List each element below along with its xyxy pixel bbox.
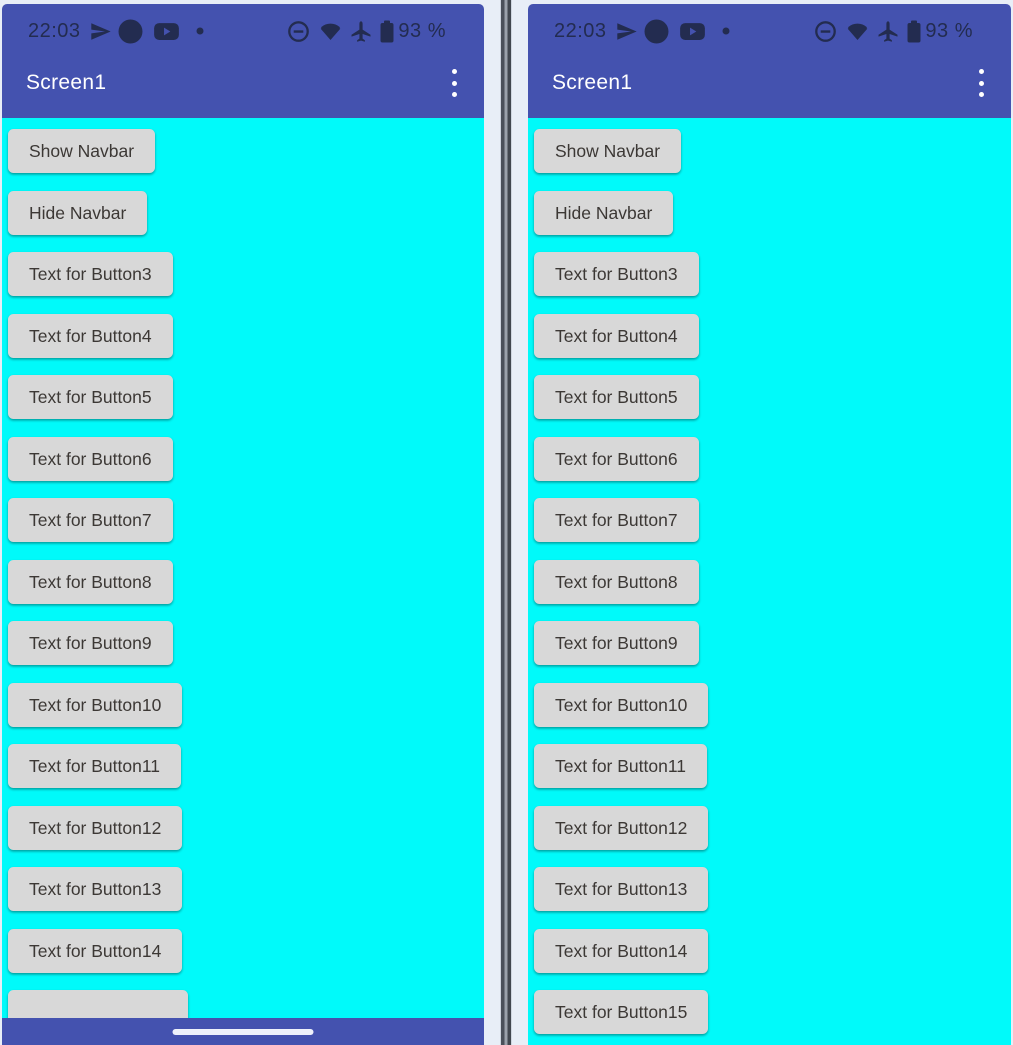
notification-dot-icon — [196, 27, 204, 35]
airplane-mode-icon — [876, 19, 900, 43]
record-dot-icon — [644, 19, 669, 44]
button14[interactable]: Text for Button14 — [8, 928, 183, 973]
status-time: 22:03 — [554, 19, 607, 42]
button4[interactable]: Text for Button4 — [534, 313, 699, 358]
button12[interactable]: Text for Button12 — [8, 805, 183, 850]
page-title: Screen1 — [552, 71, 633, 94]
do-not-disturb-icon — [814, 20, 837, 43]
button14[interactable]: Text for Button14 — [534, 928, 709, 973]
button15[interactable]: Text for Button15 — [534, 990, 709, 1034]
button5[interactable]: Text for Button5 — [534, 375, 699, 419]
button9[interactable]: Text for Button9 — [534, 621, 699, 665]
screenshot-gap — [484, 0, 528, 1045]
button8[interactable]: Text for Button8 — [8, 559, 173, 604]
status-right-icons: 93 % — [287, 19, 446, 44]
button12[interactable]: Text for Button12 — [534, 805, 709, 850]
app-bar: Screen1 — [2, 54, 484, 118]
kebab-menu-icon[interactable] — [975, 65, 988, 101]
button3[interactable]: Text for Button3 — [534, 252, 699, 296]
do-not-disturb-icon — [287, 20, 310, 43]
phone-screen-right: 22:03 — [528, 4, 1011, 1045]
button11[interactable]: Text for Button11 — [8, 744, 182, 788]
battery-percent-label: 93 % — [398, 19, 446, 42]
bottom-navigation-bar — [2, 1018, 484, 1045]
wifi-icon — [845, 19, 870, 44]
screen-content: Show Navbar Hide Navbar Text for Button3… — [528, 118, 1011, 1045]
button8[interactable]: Text for Button8 — [534, 559, 699, 604]
button6[interactable]: Text for Button6 — [8, 436, 173, 481]
button9[interactable]: Text for Button9 — [8, 621, 173, 665]
divider-line — [500, 0, 512, 1045]
send-icon — [615, 20, 638, 43]
screen-content: Show Navbar Hide Navbar Text for Button3… — [2, 118, 484, 1018]
battery-icon — [379, 19, 395, 44]
button13[interactable]: Text for Button13 — [534, 867, 709, 911]
status-right-icons: 93 % — [814, 19, 973, 44]
gesture-handle[interactable] — [172, 1029, 314, 1035]
button4[interactable]: Text for Button4 — [8, 313, 173, 358]
send-icon — [89, 20, 112, 43]
top-bar: 22:03 — [2, 4, 484, 118]
youtube-icon — [679, 18, 706, 45]
button11[interactable]: Text for Button11 — [534, 744, 708, 788]
button15-clipped[interactable] — [8, 990, 188, 1018]
button10[interactable]: Text for Button10 — [8, 682, 183, 727]
hide-navbar-button[interactable]: Hide Navbar — [8, 190, 148, 235]
button5[interactable]: Text for Button5 — [8, 375, 173, 419]
app-bar: Screen1 — [528, 54, 1011, 118]
button10[interactable]: Text for Button10 — [534, 682, 709, 727]
battery-percent-label: 93 % — [925, 19, 973, 42]
battery-icon — [906, 19, 922, 44]
notification-dot-icon — [722, 27, 730, 35]
wifi-icon — [318, 19, 343, 44]
show-navbar-button[interactable]: Show Navbar — [534, 129, 682, 173]
status-bar: 22:03 — [2, 4, 484, 54]
status-time: 22:03 — [28, 19, 81, 42]
phone-screen-left: 22:03 — [2, 4, 484, 1045]
button3[interactable]: Text for Button3 — [8, 252, 173, 296]
kebab-menu-icon[interactable] — [448, 65, 461, 101]
button13[interactable]: Text for Button13 — [8, 867, 183, 911]
hide-navbar-button[interactable]: Hide Navbar — [534, 190, 674, 235]
youtube-icon — [153, 18, 180, 45]
page-title: Screen1 — [26, 71, 107, 94]
show-navbar-button[interactable]: Show Navbar — [8, 129, 156, 173]
button6[interactable]: Text for Button6 — [534, 436, 699, 481]
button7[interactable]: Text for Button7 — [8, 498, 173, 542]
status-bar: 22:03 — [528, 4, 1011, 54]
record-dot-icon — [118, 19, 143, 44]
airplane-mode-icon — [349, 19, 373, 43]
top-bar: 22:03 — [528, 4, 1011, 118]
button7[interactable]: Text for Button7 — [534, 498, 699, 542]
